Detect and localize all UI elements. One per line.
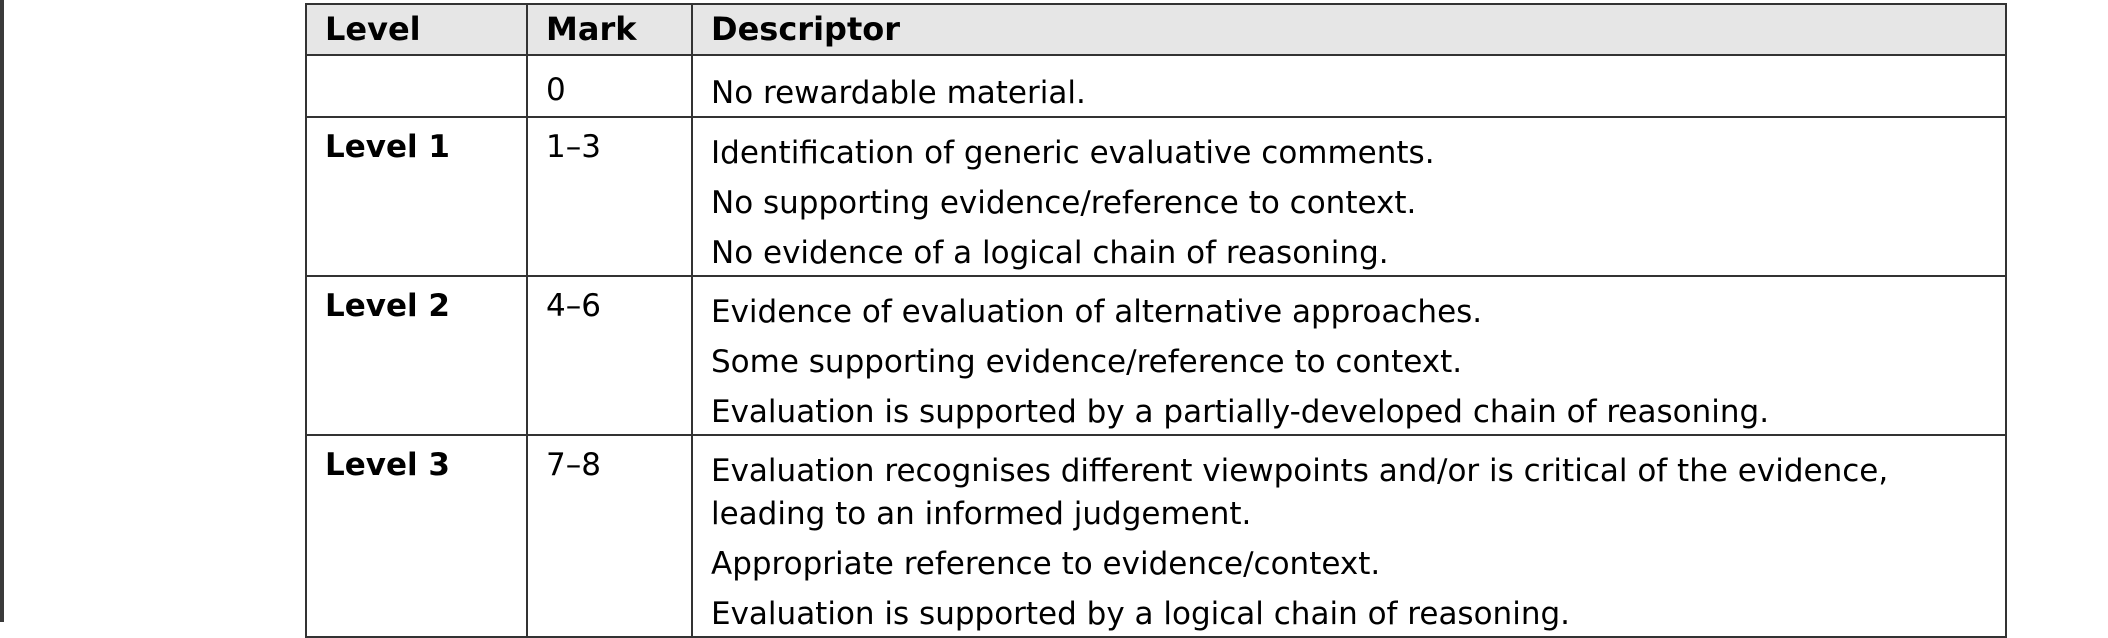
header-level: Level xyxy=(305,3,528,56)
descriptor-line: Evaluation recognises different viewpoin… xyxy=(711,453,1889,532)
descriptor-line: Identification of generic evaluative com… xyxy=(711,135,1435,171)
descriptor-cell: Evidence of evaluation of alternative ap… xyxy=(691,275,2007,436)
header-mark: Mark xyxy=(526,3,693,56)
mark-scheme-table: Level Mark Descriptor 0 No rewardable mat… xyxy=(305,3,2007,638)
table-body: 0 No rewardable material. Level 1 1–3 Identi… xyxy=(305,54,2007,638)
descriptor-line: No supporting evidence/reference to cont… xyxy=(711,185,1417,221)
mark-cell: 4–6 xyxy=(526,275,693,436)
level-cell: Level 3 xyxy=(305,434,528,638)
header-descriptor: Descriptor xyxy=(691,3,2007,56)
table-row: Level 1 1–3 Identification of generic eval… xyxy=(305,116,2007,277)
descriptor-line: Evaluation is supported by a partially-d… xyxy=(711,394,1770,430)
descriptor-line: No evidence of a logical chain of reason… xyxy=(711,235,1389,271)
table-header-row: Level Mark Descriptor xyxy=(305,3,2007,56)
descriptor-cell: Identification of generic evaluative com… xyxy=(691,116,2007,277)
descriptor-line: Evidence of evaluation of alternative ap… xyxy=(711,294,1483,330)
mark-cell: 7–8 xyxy=(526,434,693,638)
level-cell: Level 1 xyxy=(305,116,528,277)
descriptor-line: Evaluation is supported by a logical cha… xyxy=(711,596,1570,632)
table-row: Level 2 4–6 Evidence of evaluation of alte… xyxy=(305,275,2007,436)
descriptor-cell: Evaluation recognises different viewpoin… xyxy=(691,434,2007,638)
mark-cell: 1–3 xyxy=(526,116,693,277)
descriptor-line: No rewardable material. xyxy=(711,74,1086,111)
level-cell xyxy=(305,54,528,118)
descriptor-line: Some supporting evidence/reference to co… xyxy=(711,344,1463,380)
descriptor-cell: No rewardable material. xyxy=(691,54,2007,118)
left-edge-bar xyxy=(0,0,4,622)
mark-cell: 0 xyxy=(526,54,693,118)
descriptor-line: Appropriate reference to evidence/contex… xyxy=(711,546,1381,582)
level-cell: Level 2 xyxy=(305,275,528,436)
table-row: 0 No rewardable material. xyxy=(305,54,2007,118)
table-row: Level 3 7–8 Evaluation recognises differen… xyxy=(305,434,2007,638)
